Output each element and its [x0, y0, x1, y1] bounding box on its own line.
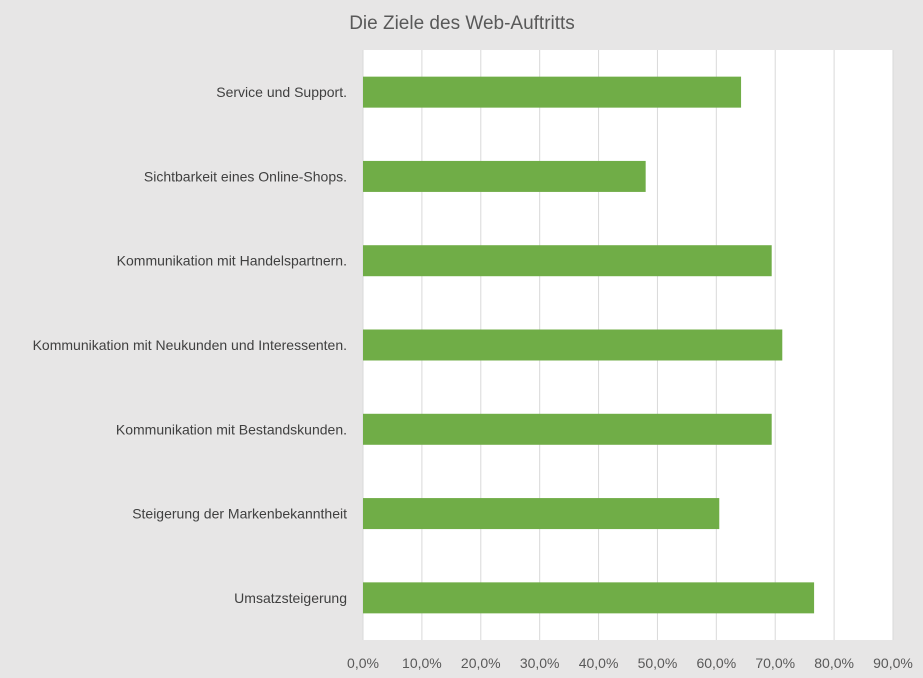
bar-3[interactable]: [363, 329, 783, 361]
x-tick-label-2: 20,0%: [461, 655, 501, 671]
x-tick-label-0: 0,0%: [347, 655, 379, 671]
chart-title: Die Ziele des Web-Auftritts: [349, 13, 575, 34]
category-label-5: Steigerung der Markenbekanntheit: [132, 506, 347, 522]
category-label-4: Kommunikation mit Bestandskunden.: [116, 421, 347, 437]
category-label-0: Service und Support.: [216, 84, 347, 100]
bar-5[interactable]: [363, 498, 720, 530]
x-tick-label-8: 80,0%: [814, 655, 854, 671]
category-label-3: Kommunikation mit Neukunden und Interess…: [33, 337, 347, 353]
x-tick-label-6: 60,0%: [696, 655, 736, 671]
x-tick-label-7: 70,0%: [755, 655, 795, 671]
category-label-1: Sichtbarkeit eines Online-Shops.: [144, 168, 347, 184]
plot-area: Service und Support. Sichtbarkeit eines O…: [33, 50, 913, 671]
x-tick-label-5: 50,0%: [638, 655, 678, 671]
x-tick-label-4: 40,0%: [579, 655, 619, 671]
bar-4[interactable]: [363, 413, 772, 445]
bar-6[interactable]: [363, 582, 815, 614]
x-tick-label-3: 30,0%: [520, 655, 560, 671]
category-label-6: Umsatzsteigerung: [234, 590, 347, 606]
bar-2[interactable]: [363, 245, 772, 277]
x-tick-label-1: 10,0%: [402, 655, 442, 671]
bar-1[interactable]: [363, 160, 646, 192]
bar-0[interactable]: [363, 76, 742, 108]
x-tick-label-9: 90,0%: [873, 655, 913, 671]
category-label-2: Kommunikation mit Handelspartnern.: [117, 253, 347, 269]
